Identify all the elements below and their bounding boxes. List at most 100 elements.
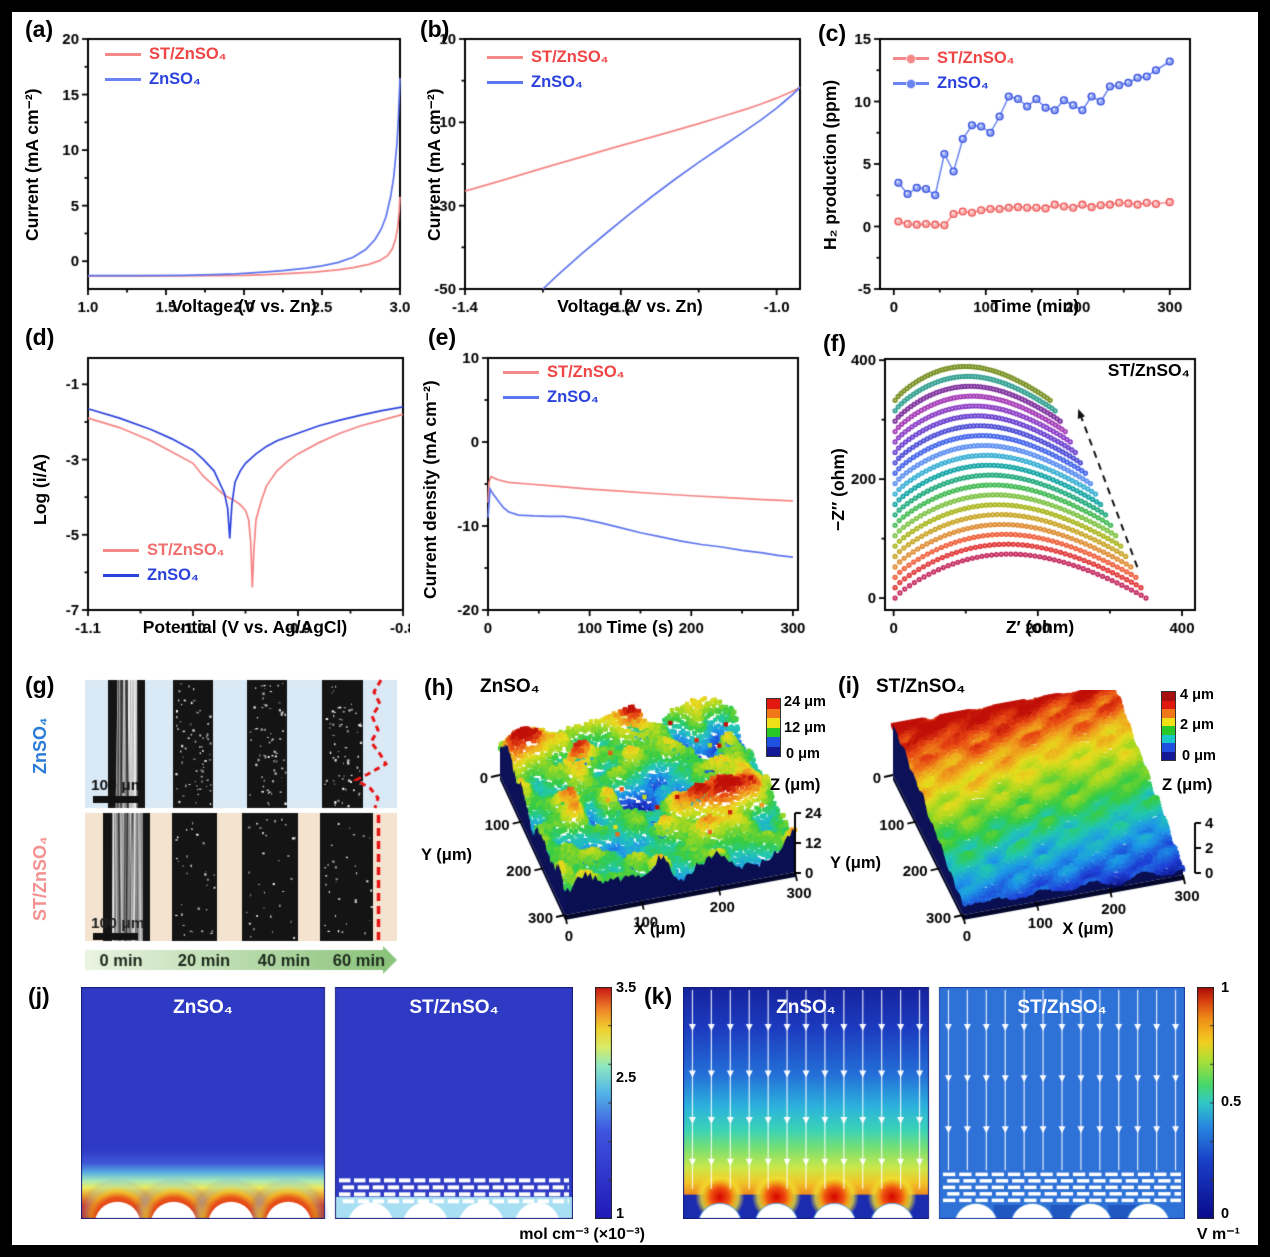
panel-h-colorbar-tick: 24 μm [784,694,826,710]
panel-a-legend: ST/ZnSO₄ ZnSO₄ [105,42,227,92]
panel-b-lsv-plot [415,29,810,321]
legend-item: ZnSO₄ [487,70,609,95]
panel-i-xaxis-label: X (μm) [1062,920,1114,938]
panel-h-colorbar-tick: 0 μm [786,746,820,762]
panel-f-annotation: ST/ZnSO₄ [1107,360,1190,380]
legend-item: ZnSO₄ [105,67,227,92]
panel-i-colorbar-tick: 2 μm [1180,717,1214,733]
legend-line-red [103,549,139,552]
legend-line-blue [893,78,929,89]
panel-b-xaxis-label: Voltage (V vs. Zn) [557,296,703,316]
panel-d-yaxis-label: Log (i/A) [30,454,50,526]
panel-h-title: ZnSO₄ [480,676,540,697]
colorbar-segment [1162,709,1175,718]
panel-k-field-maps [683,987,1185,1219]
panel-a-xaxis-label: Voltage (V vs. Zn) [171,296,317,316]
legend-marker-blue [906,78,916,89]
panel-g-row1-label: ZnSO₄ [30,717,50,774]
panel-k-colorbar-tick: 1 [1221,980,1230,996]
panel-j-right-title: ST/ZnSO₄ [409,997,499,1018]
colorbar-segment [767,708,780,718]
panel-f-nyquist-plot [833,348,1205,643]
panel-letter-j: (j) [28,983,50,1009]
legend-line-blue [487,81,523,84]
legend-item: ST/ZnSO₄ [105,42,227,67]
legend-line-red [503,371,539,374]
legend-label: ST/ZnSO₄ [547,363,625,381]
panel-d-tafel-plot [38,348,410,643]
legend-label: ZnSO₄ [147,566,199,584]
panel-d-legend: ST/ZnSO₄ ZnSO₄ [103,538,225,588]
panel-letter-k: (k) [644,983,673,1009]
panel-j-concentration-maps [81,987,573,1219]
panel-k-colorbar-tick: 0 [1221,1206,1230,1222]
panel-b-yaxis-label: Current (mA cm⁻²) [424,88,444,242]
panel-e-xaxis-label: Time (s) [606,617,674,637]
panel-i-zaxis-label: Z (μm) [1162,776,1213,794]
panel-letter-g: (g) [25,672,55,698]
panel-i-colorbar-tick: 4 μm [1180,687,1214,703]
panel-e-ca-plot [436,348,808,643]
panel-k-left-title: ZnSO₄ [776,997,836,1018]
colorbar-segment [1162,734,1175,743]
legend-item: ST/ZnSO₄ [893,46,1015,71]
legend-label: ZnSO₄ [547,388,599,406]
panel-j-colorbar-tick: 1 [616,1206,625,1222]
panel-j-colorbar [595,987,612,1219]
legend-marker-red [906,53,916,64]
panel-letter-e: (e) [428,324,457,350]
colorbar-segment [1162,700,1175,709]
panel-i-yaxis-label: Y (μm) [830,854,882,872]
panel-a-yaxis-label: Current (mA cm⁻²) [22,88,42,242]
panel-a-lsv-plot [38,29,410,321]
legend-label: ZnSO₄ [531,73,583,91]
legend-label: ZnSO₄ [937,74,989,92]
panel-d-xaxis-label: Potential (V vs. Ag/AgCl) [142,617,348,637]
colorbar-segment [767,737,780,747]
legend-label: ST/ZnSO₄ [149,45,227,63]
colorbar-segment [767,699,780,709]
panel-i-3d-surface [838,690,1222,962]
colorbar-segment [1162,743,1175,752]
panel-h-colorbar [766,698,781,757]
panel-e-yaxis-label: Current density (mA cm⁻²) [420,380,440,599]
legend-item: ZnSO₄ [503,385,625,410]
panel-e-legend: ST/ZnSO₄ ZnSO₄ [503,360,625,410]
panel-g-row2-label: ST/ZnSO₄ [30,836,50,921]
panel-i-title: ST/ZnSO₄ [876,676,966,697]
colorbar-segment [1162,751,1175,760]
panel-j-colorbar-tick: 3.5 [616,980,637,996]
panel-h-colorbar-tick: 12 μm [784,720,826,736]
panel-f-yaxis-label: −Z″ (ohm) [828,448,848,532]
legend-label: ST/ZnSO₄ [531,48,609,66]
panel-k-colorbar-unit: V m⁻¹ [1196,1226,1240,1243]
panel-f-xaxis-label: Z′ (ohm) [1005,617,1075,637]
legend-label: ST/ZnSO₄ [937,49,1015,67]
panel-c-xaxis-label: Time (min) [990,296,1080,316]
panel-k-colorbar [1197,987,1214,1219]
colorbar-segment [1162,726,1175,735]
legend-line-blue [105,78,141,81]
colorbar-segment [1162,692,1175,701]
legend-line-red [105,53,141,56]
legend-line-blue [503,396,539,399]
legend-item: ST/ZnSO₄ [103,538,225,563]
legend-item: ZnSO₄ [893,71,1015,96]
panel-h-3d-surface [420,690,824,962]
panel-j-colorbar-unit: mol cm⁻³ (×10⁻³) [519,1226,645,1243]
legend-line-red [893,53,929,64]
legend-item: ZnSO₄ [103,563,225,588]
colorbar-segment [767,746,780,756]
legend-line-red [487,56,523,59]
legend-label: ST/ZnSO₄ [147,541,225,559]
panel-c-yaxis-label: H₂ production (ppm) [820,79,840,251]
panel-g-optical-images [85,678,397,974]
panel-h-yaxis-label: Y (μm) [421,846,473,864]
panel-i-colorbar-tick: 0 μm [1182,748,1216,764]
panel-h-zaxis-label: Z (μm) [770,776,821,794]
colorbar-segment [767,718,780,728]
panel-j-left-title: ZnSO₄ [173,997,233,1018]
panel-b-legend: ST/ZnSO₄ ZnSO₄ [487,45,609,95]
panel-letter-d: (d) [25,324,55,350]
